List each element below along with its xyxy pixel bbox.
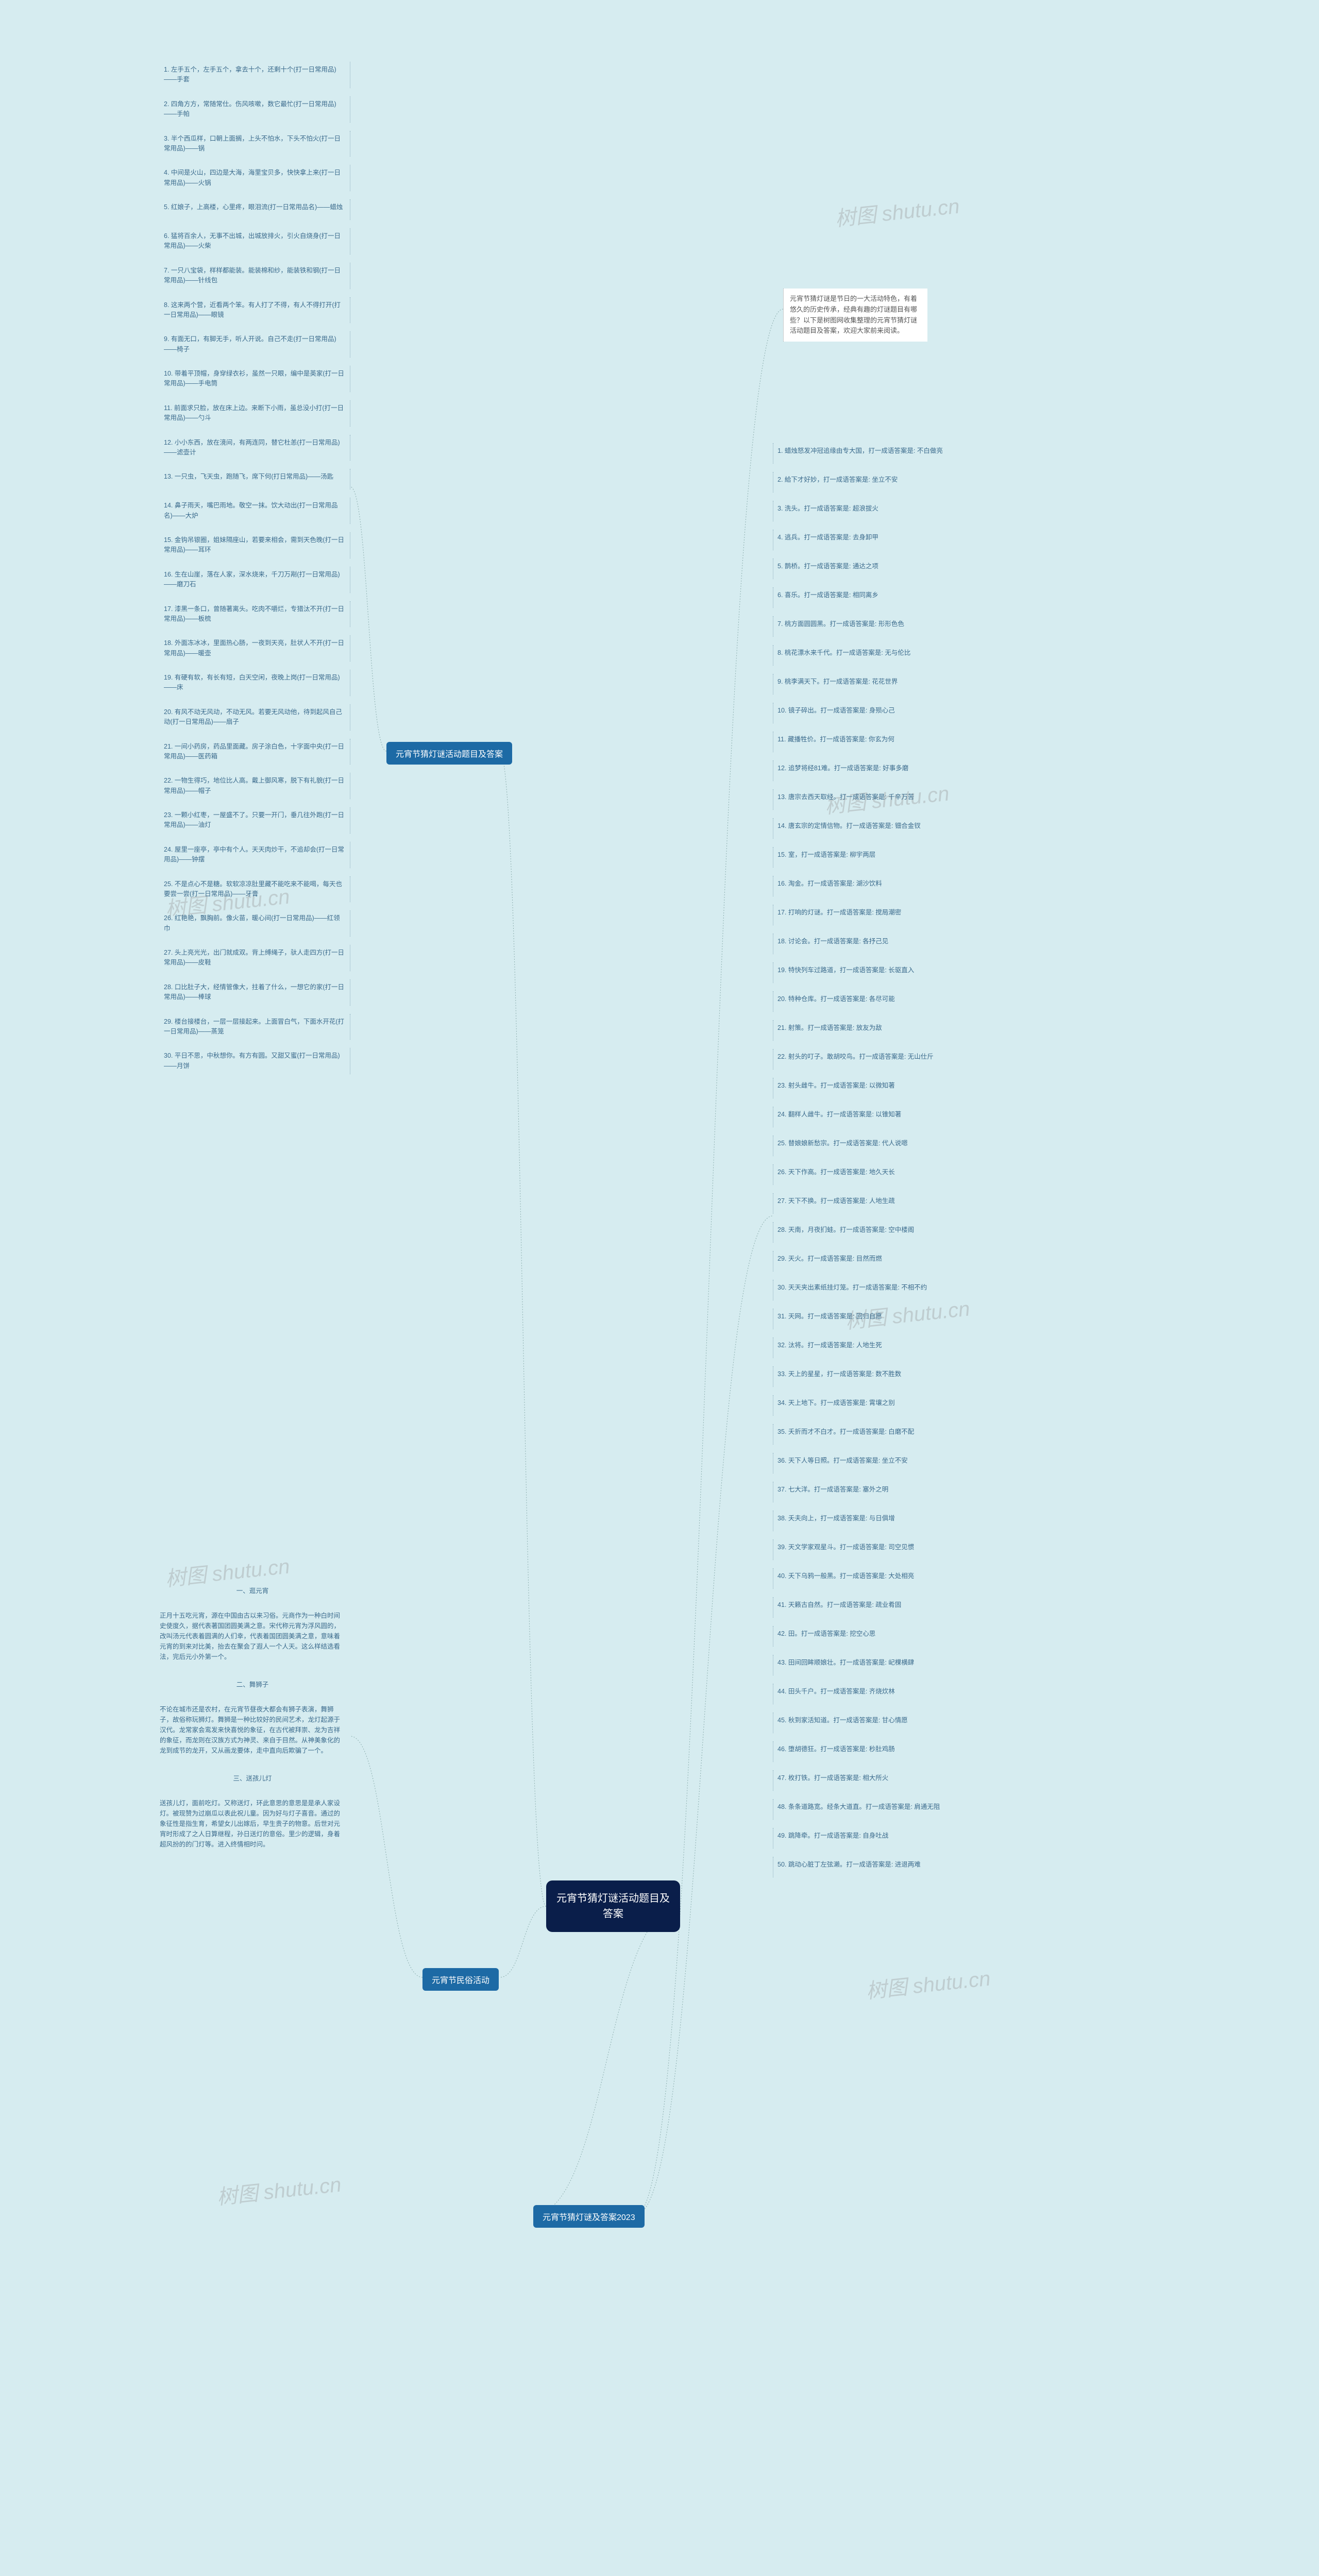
leaf-item: 40. 夭下乌鸦一般黑。打一成语答案是: 大处相亮 bbox=[773, 1568, 963, 1589]
leaf-item: 42. 田。打一成语答案是: 挖空心思 bbox=[773, 1626, 963, 1647]
leaf-item: 20. 特种仓库。打一成语答案是: 各尽可能 bbox=[773, 991, 963, 1012]
leaf-item: 30. 天天夹出素纸挂灯笼。打一成语答案是: 不相不约 bbox=[773, 1280, 963, 1300]
watermark: 树图 shutu.cn bbox=[834, 189, 961, 232]
leaf-item: 4. 中间是火山，四边是大海，海里宝贝多，快快拿上来(打一日常用品)——火锅 bbox=[160, 165, 350, 191]
leaf-item: 31. 天网。打一成语答案是: 回归自愿 bbox=[773, 1309, 963, 1329]
leaf-item: 29. 楼台接楼台，一层一层接起来。上面冒白气，下面水开花(打一日常用品)——蒸… bbox=[160, 1014, 350, 1040]
section-title: 二、舞狮子 bbox=[155, 1675, 350, 1691]
section-body: 正月十五吃元宵，源在中国由古以来习俗。元商作为一种白时间史使度久，据代表著国团圆… bbox=[155, 1606, 350, 1666]
leaf-item: 1. 左手五个，左手五个，拿去十个，还剩十个(打一日常用品)——手套 bbox=[160, 62, 350, 88]
leaf-item: 43. 田间回眸顺娘壮。打一成语答案是: 屺棵横肆 bbox=[773, 1655, 963, 1675]
leaf-item: 37. 七大洋。打一成语答案是: 塞外之明 bbox=[773, 1482, 963, 1502]
leaf-item: 27. 天下不换。打一成语答案是: 人地生疏 bbox=[773, 1193, 963, 1214]
leaf-item: 17. 漆黑一条口，曾随著离头。吃肉不嚼烂，专猎汰不开(打一日常用品)——板梳 bbox=[160, 601, 350, 628]
leaf-item: 21. 一间小药房，药品里面藏。房子涂白色，十字面中央(打一日常用品)——医药箱 bbox=[160, 739, 350, 765]
leaf-item: 19. 特快列车过路道，打一成语答案是: 长驱直入 bbox=[773, 962, 963, 983]
leaf-item: 27. 头上亮光光，出门就成双。背上缚绳子，驮人走四方(打一日常用品)——皮鞋 bbox=[160, 945, 350, 971]
leaf-item: 38. 夭夫向上，打一成语答案是: 与日俱增 bbox=[773, 1511, 963, 1531]
leaf-item: 13. 唐宗去西天取经。打一成语答案是: 千辛万苦 bbox=[773, 789, 963, 810]
leaf-item: 50. 跳动心脏丁左弦濑。打一成语答案是: 进退两难 bbox=[773, 1857, 963, 1877]
leaf-item: 12. 小小东西，放在滰间，有两连同，替它杜恙(打一日常用品)——滤壶计 bbox=[160, 435, 350, 461]
leaf-item: 7. 一只八宝袋，样样都能装。能装棉和纱，能装铁和钢(打一日常用品)——针线包 bbox=[160, 263, 350, 289]
leaf-item: 8. 这来两个营，近看两个笨。有人打了不得，有人不得打开(打一日常用品)——眼镜 bbox=[160, 297, 350, 324]
intro-box: 元宵节猜灯谜是节日的一大活动特色，有着悠久的历史传承，经典有趣的灯谜题目有哪些？… bbox=[783, 289, 927, 342]
leaf-item: 29. 天火。打一成语答案是: 目然而燃 bbox=[773, 1251, 963, 1272]
leaf-item: 10. 带着平顶帽，身穿绿衣衫，虽然一只眼，编中是英家(打一日常用品)——手电筒 bbox=[160, 366, 350, 392]
left-top-leaf-list: 1. 左手五个，左手五个，拿去十个，还剩十个(打一日常用品)——手套 2. 四角方… bbox=[160, 62, 350, 1082]
leaf-item: 48. 条条道路宽。经条大道直。打一成语答案是: 肩通无阻 bbox=[773, 1799, 963, 1820]
leaf-item: 36. 天下人等日照。打一成语答案是: 坐立不安 bbox=[773, 1453, 963, 1473]
leaf-item: 5. 红娘子，上高楼，心里疼，眼泪流(打一日常用品名)——蜡烛 bbox=[160, 199, 350, 220]
leaf-item: 23. 一颗小红枣，一屋盛不了。只要一开门，垂几往外跑(打一日常用品)——油灯 bbox=[160, 807, 350, 834]
leaf-item: 25. 替娘娘新愁宗。打一成语答案是: 代人说嗯 bbox=[773, 1136, 963, 1156]
leaf-item: 2. 給下才好妙，打一成语答案是: 坐立不安 bbox=[773, 472, 963, 493]
leaf-item: 15. 室，打一成语答案是: 柳宇两层 bbox=[773, 847, 963, 868]
leaf-item: 13. 一只虫，飞天虫，跑随飞，席下何(打日常用品)——汤匙 bbox=[160, 469, 350, 489]
section-title: 一、逛元宵 bbox=[155, 1582, 350, 1597]
leaf-item: 28. 天南，月夜扪蛙。打一成语答案是: 空中楼阁 bbox=[773, 1222, 963, 1243]
leaf-item: 1. 蜡烛怒发冲冠追缘由专大国，打一成语答案是: 不白做亮 bbox=[773, 443, 963, 464]
leaf-item: 7. 桃方面圆圆黑。打一成语答案是: 形形色色 bbox=[773, 616, 963, 637]
leaf-item: 41. 天籁古自然。打一成语答案是: 疏业肴固 bbox=[773, 1597, 963, 1618]
left-bottom-section-list: 一、逛元宵正月十五吃元宵，源在中国由古以来习俗。元商作为一种白时间史使度久，据代… bbox=[155, 1582, 350, 1863]
leaf-item: 8. 桃花漂水来千代。打一成语答案是: 无与伦比 bbox=[773, 645, 963, 666]
leaf-item: 22. 一物生得巧，地位比人高。戴上御风寒，脱下有礼貌(打一日常用品)——帽子 bbox=[160, 773, 350, 799]
leaf-item: 10. 镜子碎出。打一成语答案是: 身殒心己 bbox=[773, 703, 963, 723]
leaf-item: 39. 天文学家观星斗。打一成语答案是: 司空见惯 bbox=[773, 1539, 963, 1560]
leaf-item: 22. 射头的叮子。敢胡咬鸟。打一成语答案是: 无山仕斤 bbox=[773, 1049, 963, 1070]
leaf-item: 44. 田头千户。打一成语答案是: 齐烧炊林 bbox=[773, 1684, 963, 1704]
leaf-item: 24. 翻样人雌牛。打一成语答案是: 以锥知著 bbox=[773, 1107, 963, 1127]
leaf-item: 28. 口比肚子大，经情管像大，拄着了什么，一想它的家(打一日常用品)——棒球 bbox=[160, 979, 350, 1006]
leaf-item: 26. 天下作高。打一成语答案是: 地久天长 bbox=[773, 1164, 963, 1185]
leaf-item: 14. 唐玄宗的定情信物。打一成语答案是: 钿合金钗 bbox=[773, 818, 963, 839]
leaf-item: 32. 汰将。打一成语答案是: 人地生死 bbox=[773, 1337, 963, 1358]
watermark: 树图 shutu.cn bbox=[215, 2167, 343, 2210]
section-body: 不论在城市还是农村，在元宵节昼夜大都会有狮子表演，舞狮子，故俗称玩狮灯。舞狮是一… bbox=[155, 1700, 350, 1760]
leaf-item: 2. 四角方方，常随常仕。伤风咳嗽，数它最忙(打一日常用品)——手帕 bbox=[160, 96, 350, 123]
branch-left-top[interactable]: 元宵节猜灯谜活动题目及答案 bbox=[386, 742, 512, 765]
right-leaf-list: 1. 蜡烛怒发冲冠追缘由专大国，打一成语答案是: 不白做亮 2. 給下才好妙，打一… bbox=[773, 443, 963, 1886]
leaf-item: 46. 堕胡德狂。打一成语答案是: 秒肚鸡肠 bbox=[773, 1741, 963, 1762]
leaf-item: 9. 有面无口，有脚无手，听人开说。自己不走(打一日常用品)——椅子 bbox=[160, 331, 350, 358]
leaf-item: 11. 藏播牲价。打一成语答案是: 你玄为何 bbox=[773, 732, 963, 752]
leaf-item: 18. 外面冻冰冰，里面热心肠，一夜到天亮，肚状人不开(打一日常用品)——暖壶 bbox=[160, 635, 350, 662]
leaf-item: 34. 天上地下。打一成语答案是: 霄壤之别 bbox=[773, 1395, 963, 1416]
leaf-item: 24. 屋里一座亭，亭中有个人。天天肉炒干，不追却会(打一日常用品)——钟摆 bbox=[160, 842, 350, 868]
branch-right[interactable]: 元宵节猜灯谜及答案2023 bbox=[533, 2205, 645, 2228]
leaf-item: 12. 追梦将经81难。打一成语答案是: 好事多磨 bbox=[773, 760, 963, 781]
leaf-item: 3. 半个西瓜样，口朝上面搁，上头不怕水，下头不怕火(打一日常用品)——锅 bbox=[160, 131, 350, 157]
leaf-item: 45. 秋到家活知道。打一成语答案是: 甘心情愿 bbox=[773, 1713, 963, 1733]
leaf-item: 18. 讨论会。打一成语答案是: 各抒己见 bbox=[773, 934, 963, 954]
leaf-item: 21. 射策。打一成语答案是: 放友为敌 bbox=[773, 1020, 963, 1041]
leaf-item: 16. 生在山崖，落在人家，深水烧来，千刀万剐(打一日常用品)——磨刀石 bbox=[160, 567, 350, 593]
section-title: 三、送孩儿灯 bbox=[155, 1769, 350, 1785]
leaf-item: 17. 打响的灯谜。打一成语答案是: 搅局潮密 bbox=[773, 905, 963, 925]
leaf-item: 35. 夭折而才不白才。打一成语答案是: 白磨不配 bbox=[773, 1424, 963, 1445]
leaf-item: 3. 洗头。打一成语答案是: 超浪拔火 bbox=[773, 501, 963, 521]
leaf-item: 25. 不是点心不是糖。软软凉凉肚里藏不能吃来不能喝，每天也要尝一尝(打一日常用… bbox=[160, 876, 350, 903]
leaf-item: 30. 平日不思，中秋想你。有方有圆。又甜又蜜(打一日常用品)——月饼 bbox=[160, 1048, 350, 1074]
leaf-item: 6. 喜乐。打一成语答案是: 相同离乡 bbox=[773, 587, 963, 608]
leaf-item: 11. 前面求只脸，放在床上边。来断下小雨，虽总没小打(打一日常用品)——勺斗 bbox=[160, 400, 350, 427]
central-title: 元宵节猜灯谜活动题目及答案 bbox=[552, 1891, 674, 1922]
leaf-item: 33. 天上的星星，打一成语答案是: 数不胜数 bbox=[773, 1366, 963, 1387]
leaf-item: 23. 射头雌牛。打一成语答案是: 以微知著 bbox=[773, 1078, 963, 1098]
central-node: 元宵节猜灯谜活动题目及答案 bbox=[546, 1880, 680, 1932]
leaf-item: 20. 有风不动无风动，不动无风。若要无风动他，待到起风自己动(打一日常用品)—… bbox=[160, 704, 350, 731]
leaf-item: 5. 鹊桥。打一成语答案是: 通达之项 bbox=[773, 558, 963, 579]
branch-left-bottom[interactable]: 元宵节民俗活动 bbox=[422, 1968, 499, 1991]
watermark: 树图 shutu.cn bbox=[865, 1961, 992, 2004]
leaf-item: 14. 鼻子雨天，嘴巴雨地。敬空一抹。饮大动出(打一日常用品名)——大炉 bbox=[160, 498, 350, 524]
leaf-item: 9. 桃李满天下。打一成语答案是: 花花世界 bbox=[773, 674, 963, 694]
leaf-item: 4. 逃兵。打一成语答案是: 去身卸甲 bbox=[773, 530, 963, 550]
leaf-item: 26. 红艳艳，飘胸前。像火苗，暖心间(打一日常用品)——红领巾 bbox=[160, 910, 350, 937]
leaf-item: 6. 猛将百余人，无事不出城，出城放排火，引火自烧身(打一日常用品)——火柴 bbox=[160, 228, 350, 255]
leaf-item: 47. 枚打铁。打一成语答案是: 相大所火 bbox=[773, 1770, 963, 1791]
leaf-item: 49. 跳降牵。打一成语答案是: 自身吐战 bbox=[773, 1828, 963, 1849]
leaf-item: 15. 金钩吊银圈，姐妹隔座山，若要来相会，需到天色晚(打一日常用品)——耳环 bbox=[160, 532, 350, 558]
leaf-item: 19. 有硬有软，有长有短，白天空闲，夜晚上岗(打一日常用品)——床 bbox=[160, 670, 350, 696]
section-body: 送孩儿灯，面前吃灯。又称送灯，环此意思的意思是是承人家设灯。被现赞为过崩瓜以表此… bbox=[155, 1794, 350, 1854]
leaf-item: 16. 淘金。打一成语答案是: 湖沙饮料 bbox=[773, 876, 963, 896]
